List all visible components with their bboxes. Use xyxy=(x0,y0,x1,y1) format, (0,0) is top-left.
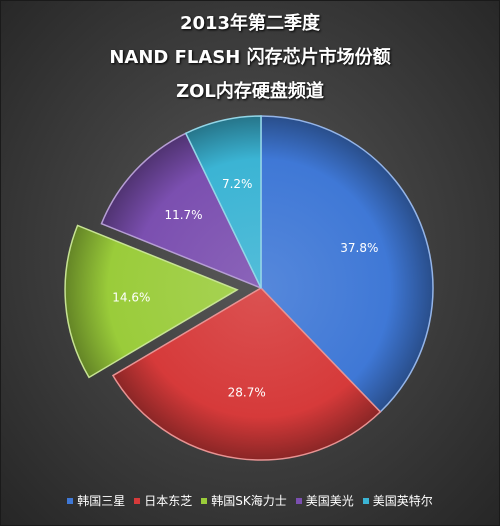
legend-item-hynix: 韩国SK海力士 xyxy=(201,492,287,509)
legend-item-samsung: 韩国三星 xyxy=(67,492,125,509)
legend-swatch-toshiba xyxy=(134,497,141,504)
legend-swatch-intel xyxy=(362,497,369,504)
pie-slice-samsung xyxy=(260,115,434,413)
chart-title-line-3: ZOL内存硬盘频道 xyxy=(176,81,324,102)
pie-slice-toshiba xyxy=(111,287,382,461)
legend-label-hynix: 韩国SK海力士 xyxy=(211,494,287,508)
legend-swatch-hynix xyxy=(201,497,208,504)
legend-label-toshiba: 日本东芝 xyxy=(144,494,193,508)
pie-slice-intel xyxy=(184,115,262,289)
slice-label-micron: 11.7% xyxy=(164,208,202,222)
legend-label-micron: 美国美光 xyxy=(305,494,354,508)
slice-label-toshiba: 28.7% xyxy=(228,386,266,400)
chart-legend: 韩国三星 日本东芝 韩国SK海力士 美国美光 美国英特尔 xyxy=(1,492,499,509)
legend-label-samsung: 韩国三星 xyxy=(77,494,126,508)
chart-title-line-2: NAND FLASH 闪存芯片市场份额 xyxy=(109,47,391,68)
pie-slice-micron xyxy=(100,132,263,290)
legend-item-micron: 美国美光 xyxy=(295,492,354,509)
chart-title-line-1: 2013年第二季度 xyxy=(179,13,321,34)
chart-titles: 2013年第二季度 NAND FLASH 闪存芯片市场份额 ZOL内存硬盘频道 xyxy=(1,11,499,113)
pie-slice-hynix xyxy=(64,224,239,379)
legend-item-toshiba: 日本东芝 xyxy=(134,492,192,509)
slice-label-samsung: 37.8% xyxy=(340,241,378,255)
legend-item-intel: 美国英特尔 xyxy=(362,492,433,509)
slice-label-hynix: 14.6% xyxy=(112,290,150,304)
slice-label-intel: 7.2% xyxy=(222,177,253,191)
legend-swatch-samsung xyxy=(67,497,74,504)
legend-swatch-micron xyxy=(295,497,302,504)
legend-label-intel: 美国英特尔 xyxy=(372,494,433,508)
